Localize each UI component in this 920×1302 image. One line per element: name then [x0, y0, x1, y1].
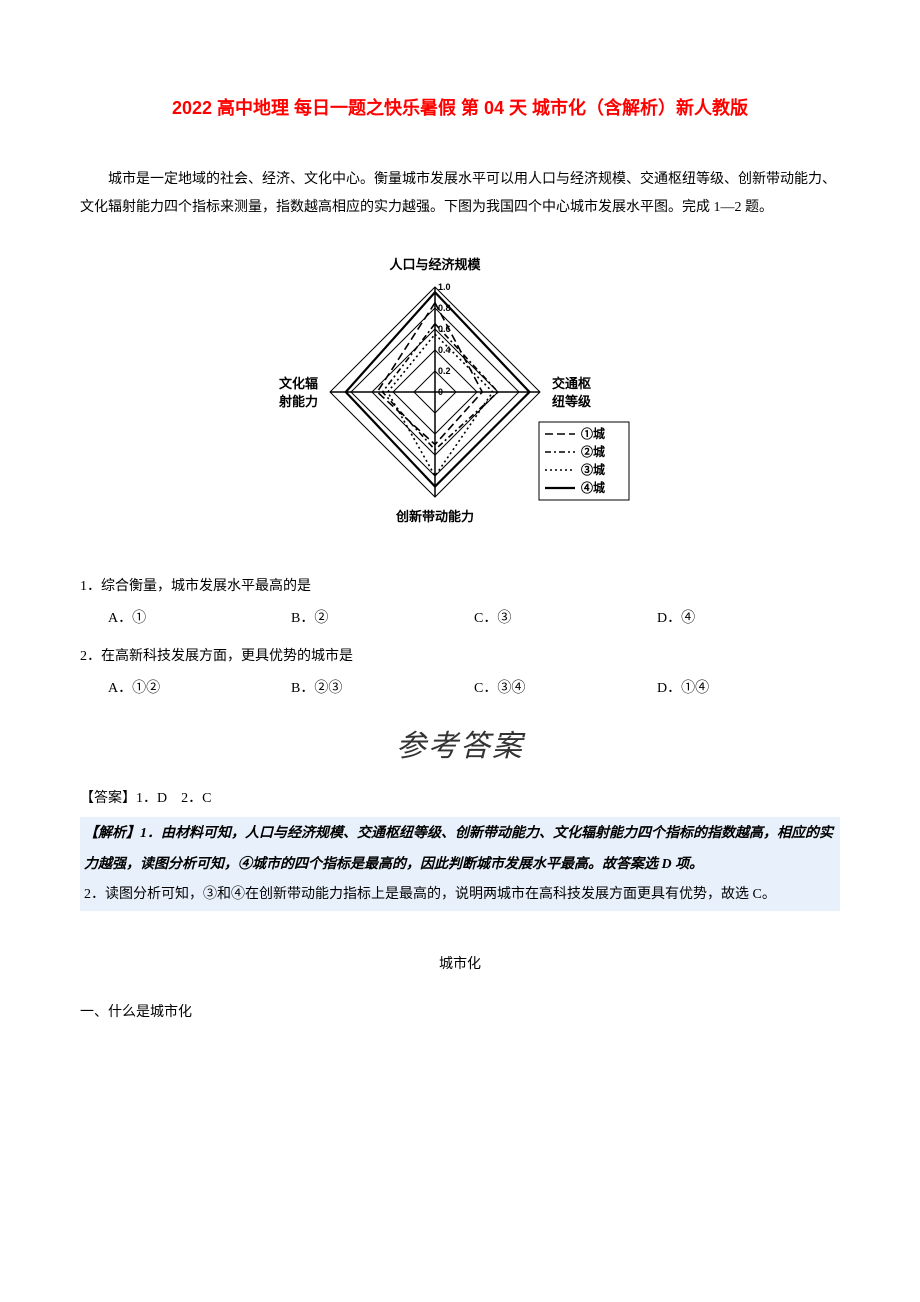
option: C．③④: [474, 675, 657, 703]
svg-text:②城: ②城: [581, 444, 605, 459]
section-heading-1: 一、什么是城市化: [80, 999, 840, 1027]
option: A．①②: [108, 675, 291, 703]
svg-text:④城: ④城: [581, 480, 605, 495]
svg-text:0.4: 0.4: [438, 345, 451, 355]
svg-text:①城: ①城: [581, 426, 605, 441]
question-options: A．①B．②C．③D．④: [108, 605, 840, 633]
page-title: 2022 高中地理 每日一题之快乐暑假 第 04 天 城市化（含解析）新人教版: [80, 90, 840, 126]
option: C．③: [474, 605, 657, 633]
answer-banner: 参考答案: [80, 717, 840, 777]
question-stem: 2．在高新科技发展方面，更具优势的城市是: [80, 643, 840, 671]
option: D．①④: [657, 675, 840, 703]
svg-text:纽等级: 纽等级: [552, 394, 592, 409]
svg-text:射能力: 射能力: [278, 394, 318, 409]
section-title-urbanization: 城市化: [80, 951, 840, 979]
svg-text:人口与经济规模: 人口与经济规模: [389, 257, 481, 272]
option: A．①: [108, 605, 291, 633]
svg-text:0.2: 0.2: [438, 366, 451, 376]
question-options: A．①②B．②③C．③④D．①④: [108, 675, 840, 703]
svg-text:创新带动能力: 创新带动能力: [395, 509, 474, 524]
svg-text:文化辐: 文化辐: [279, 376, 318, 391]
answer-line: 【答案】1．D 2．C: [80, 785, 840, 813]
option: B．②③: [291, 675, 474, 703]
intro-paragraph: 城市是一定地域的社会、经济、文化中心。衡量城市发展水平可以用人口与经济规模、交通…: [80, 166, 840, 222]
explanation-block: 【解析】1．由材料可知，人口与经济规模、交通枢纽等级、创新带动能力、文化辐射能力…: [80, 817, 840, 911]
svg-text:0: 0: [438, 387, 443, 397]
question-stem: 1．综合衡量，城市发展水平最高的是: [80, 573, 840, 601]
option: D．④: [657, 605, 840, 633]
svg-text:1.0: 1.0: [438, 282, 451, 292]
questions-block: 1．综合衡量，城市发展水平最高的是 A．①B．②C．③D．④ 2．在高新科技发展方面…: [80, 573, 840, 703]
svg-text:③城: ③城: [581, 462, 605, 477]
radar-chart: 00.20.40.60.81.0人口与经济规模交通枢纽等级创新带动能力文化辐射能…: [80, 232, 840, 563]
svg-text:交通枢: 交通枢: [552, 376, 591, 391]
explanation-1: 【解析】1．由材料可知，人口与经济规模、交通枢纽等级、创新带动能力、文化辐射能力…: [84, 819, 836, 881]
explanation-2: 2．读图分析可知，③和④在创新带动能力指标上是最高的，说明两城市在高科技发展方面…: [84, 881, 836, 909]
option: B．②: [291, 605, 474, 633]
